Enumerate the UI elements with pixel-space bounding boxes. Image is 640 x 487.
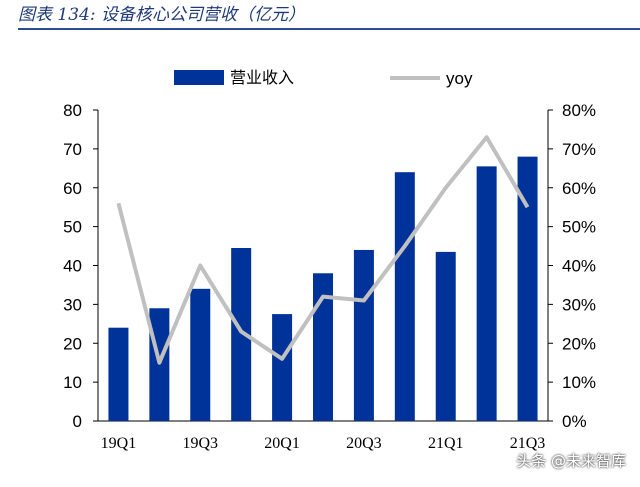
revenue-bar (108, 327, 129, 421)
revenue-bar (435, 251, 456, 421)
y2-tick-label: 40% (562, 257, 596, 276)
revenue-bar (353, 249, 374, 421)
y2-tick-label: 70% (562, 140, 596, 159)
y-tick-label: 40 (63, 257, 82, 276)
y2-tick-label: 0% (562, 412, 587, 431)
x-tick-label: 19Q1 (101, 435, 137, 452)
y2-axis-labels: 0% 10% 20% 30% 40% 50% 60% 70% 80% (562, 101, 596, 431)
y-tick-label: 10 (63, 373, 82, 392)
legend-swatch-revenue (174, 70, 224, 85)
y-tick-label: 70 (63, 140, 82, 159)
y-tick-label: 30 (63, 295, 82, 314)
y-tick-label: 0 (73, 412, 82, 431)
caption-divider (18, 28, 640, 30)
x-axis-labels: 19Q1 19Q3 20Q1 20Q3 21Q1 21Q3 (101, 435, 546, 452)
watermark: 头条 @未来智库 (516, 452, 626, 470)
line-series (116, 135, 530, 365)
revenue-bar (272, 314, 293, 421)
bar-series (108, 156, 538, 421)
y-tick-label: 60 (63, 179, 82, 198)
y-axis-labels: 0 10 20 30 40 50 60 70 80 (63, 101, 82, 431)
x-tick-label: 20Q3 (346, 435, 382, 452)
x-tick-label: 21Q3 (510, 435, 546, 452)
legend-label-yoy: yoy (446, 69, 473, 88)
y2-tick-label: 60% (562, 179, 596, 198)
revenue-bar (313, 273, 333, 421)
x-tick-label: 21Q1 (428, 435, 464, 452)
y2-tick-label: 20% (562, 334, 596, 353)
y2-tick-label: 30% (562, 295, 596, 314)
legend-label-revenue: 营业收入 (230, 68, 294, 87)
revenue-bar (231, 248, 252, 421)
revenue-bar (394, 172, 415, 421)
x-tick-label: 20Q1 (264, 435, 300, 452)
revenue-bar (476, 166, 497, 421)
y2-tick-label: 50% (562, 218, 596, 237)
y2-tick-label: 80% (562, 101, 596, 120)
legend: 营业收入 yoy (174, 68, 473, 88)
x-tick-label: 19Q3 (182, 435, 218, 452)
y-tick-label: 20 (63, 334, 82, 353)
y-tick-label: 80 (63, 101, 82, 120)
y2-tick-label: 10% (562, 373, 596, 392)
y-tick-label: 50 (63, 218, 82, 237)
revenue-bar (517, 156, 538, 421)
figure-caption: 图表 134: 设备核心公司营收（亿元） (18, 5, 305, 25)
revenue-bar (190, 288, 211, 421)
